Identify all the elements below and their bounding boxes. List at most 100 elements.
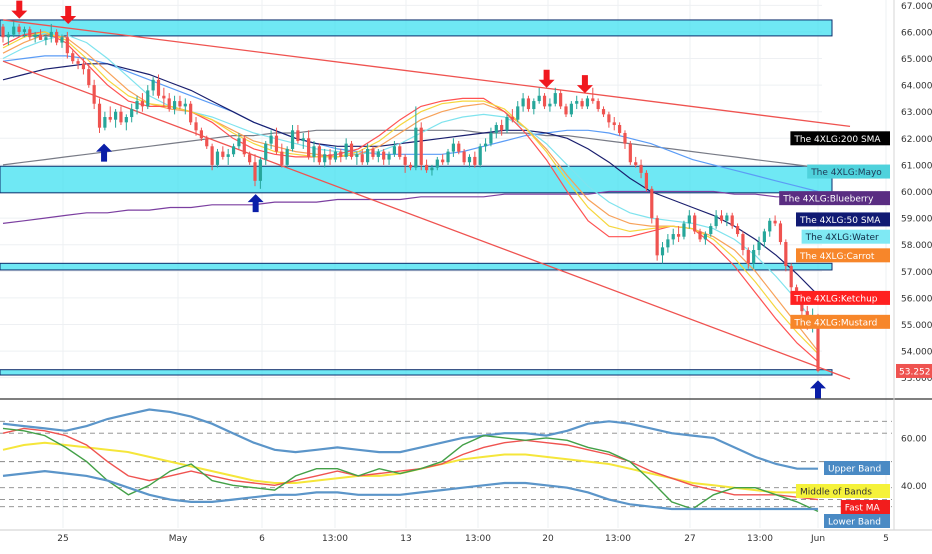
candle-body xyxy=(81,63,86,70)
candle xyxy=(226,148,230,165)
candle-body xyxy=(526,98,531,110)
candle xyxy=(189,101,193,126)
candle xyxy=(199,127,203,141)
candle xyxy=(210,143,214,171)
candle xyxy=(628,140,632,165)
candle xyxy=(119,106,123,126)
candle xyxy=(773,215,777,227)
candle-body xyxy=(344,143,348,157)
candle xyxy=(634,156,638,168)
candle xyxy=(194,117,198,136)
candle xyxy=(146,85,150,110)
candle-body xyxy=(317,146,321,163)
candle-body xyxy=(666,239,670,248)
candle-body xyxy=(162,95,166,99)
up-arrow-icon xyxy=(247,194,264,213)
candle xyxy=(451,138,455,157)
price-tick-label: 62.000 xyxy=(901,135,932,145)
candle xyxy=(92,79,96,110)
candle-body xyxy=(307,138,311,157)
time-tick-label: Jun xyxy=(810,534,825,544)
candle xyxy=(784,239,788,272)
candle xyxy=(248,151,252,165)
candle-body xyxy=(22,29,27,32)
time-tick-label: 13:00 xyxy=(465,534,491,544)
series-legend-label: The 4XLG:Mayo xyxy=(810,168,882,178)
candle-body xyxy=(221,151,225,157)
candle xyxy=(666,234,670,253)
candle xyxy=(38,29,43,40)
candle xyxy=(33,31,37,43)
candle xyxy=(714,210,718,229)
candle-body xyxy=(478,146,482,165)
candle-body xyxy=(65,37,69,54)
series-legend-label: The 4XLG:Ketchup xyxy=(793,294,877,304)
candle-body xyxy=(424,164,429,171)
candle-body xyxy=(559,93,563,107)
candle xyxy=(478,143,482,168)
candle xyxy=(408,162,413,171)
candle xyxy=(730,212,734,229)
price-tick-label: 63.000 xyxy=(901,108,932,118)
time-tick-label: 20 xyxy=(542,534,554,544)
candle xyxy=(671,228,675,245)
candle xyxy=(516,101,520,123)
candle xyxy=(623,130,627,149)
time-tick-label: 6 xyxy=(259,534,265,544)
candle-body xyxy=(6,34,10,38)
price-tick-label: 58.000 xyxy=(901,241,932,251)
candle xyxy=(124,114,128,131)
candle xyxy=(339,148,343,163)
candle-body xyxy=(360,154,364,163)
oscillator-line xyxy=(2,408,818,470)
candle-body xyxy=(676,234,681,237)
candle xyxy=(22,26,27,38)
candle xyxy=(231,143,236,157)
series-legend-tag xyxy=(779,191,890,206)
candle xyxy=(49,23,53,43)
candle-body xyxy=(709,226,713,235)
series-legend-tag xyxy=(807,164,890,179)
candle xyxy=(290,125,295,152)
candle-body xyxy=(1,26,5,38)
candle xyxy=(205,135,209,149)
candle-body xyxy=(671,234,675,240)
candle xyxy=(403,154,407,173)
candle-body xyxy=(38,34,43,40)
candle xyxy=(285,146,289,168)
candle xyxy=(382,148,386,165)
candle-body xyxy=(714,215,718,227)
candle xyxy=(650,186,654,224)
time-tick-label: May xyxy=(169,534,188,544)
down-arrow-icon xyxy=(576,75,593,94)
candle xyxy=(591,87,595,104)
series-legend-label: The 4XLG:50 SMA xyxy=(799,216,881,226)
candle xyxy=(178,95,182,110)
candle-body xyxy=(376,151,380,157)
candle-body xyxy=(366,148,370,163)
candle-body xyxy=(226,154,230,157)
candle-body xyxy=(387,154,391,160)
candle-body xyxy=(17,26,21,32)
candle-body xyxy=(382,151,386,160)
candle xyxy=(28,26,32,40)
candle xyxy=(644,170,649,192)
candle xyxy=(76,58,80,70)
candle xyxy=(258,156,262,189)
candle-body xyxy=(285,148,289,165)
candle-body xyxy=(784,242,788,266)
oscillator-line xyxy=(2,427,819,501)
candle xyxy=(446,148,450,165)
candle xyxy=(762,228,766,248)
series-legend-tag xyxy=(790,314,890,329)
candle-body xyxy=(505,117,509,131)
candle xyxy=(253,154,257,187)
candle xyxy=(237,132,241,149)
series-legend-label: The 4XLG:Blueberry xyxy=(782,195,874,205)
candle-body xyxy=(435,159,439,168)
candle xyxy=(215,148,220,168)
candle xyxy=(489,127,493,147)
candle-body xyxy=(199,130,203,139)
candle xyxy=(778,220,783,245)
